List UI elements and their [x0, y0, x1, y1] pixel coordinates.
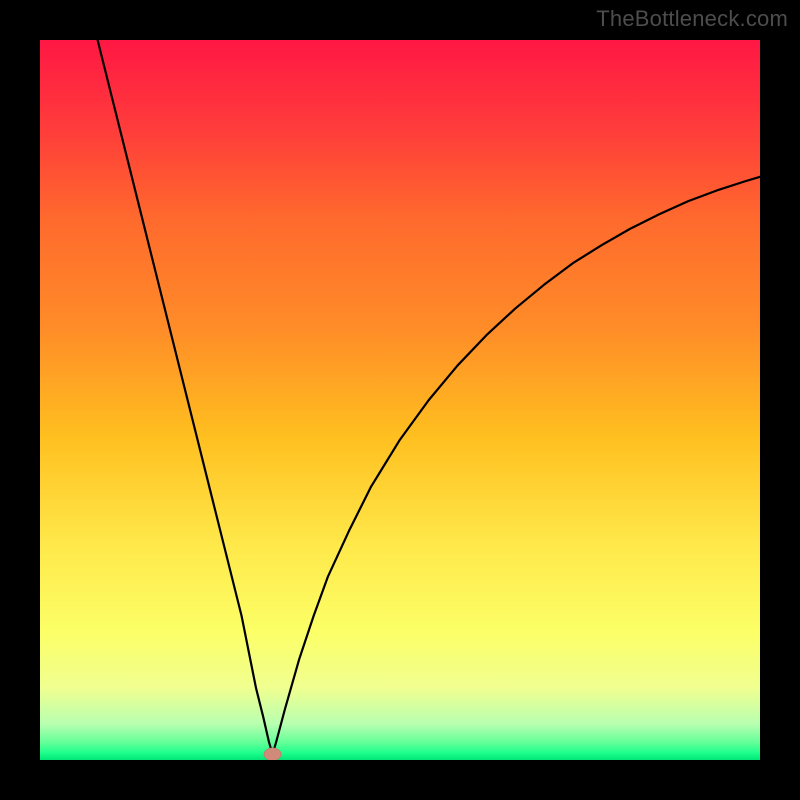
- watermark-text: TheBottleneck.com: [596, 6, 788, 32]
- optimal-point-marker: [264, 748, 281, 760]
- chart-frame: TheBottleneck.com: [0, 0, 800, 800]
- chart-background: [40, 40, 760, 760]
- bottleneck-chart: [40, 40, 760, 760]
- chart-svg: [40, 40, 760, 760]
